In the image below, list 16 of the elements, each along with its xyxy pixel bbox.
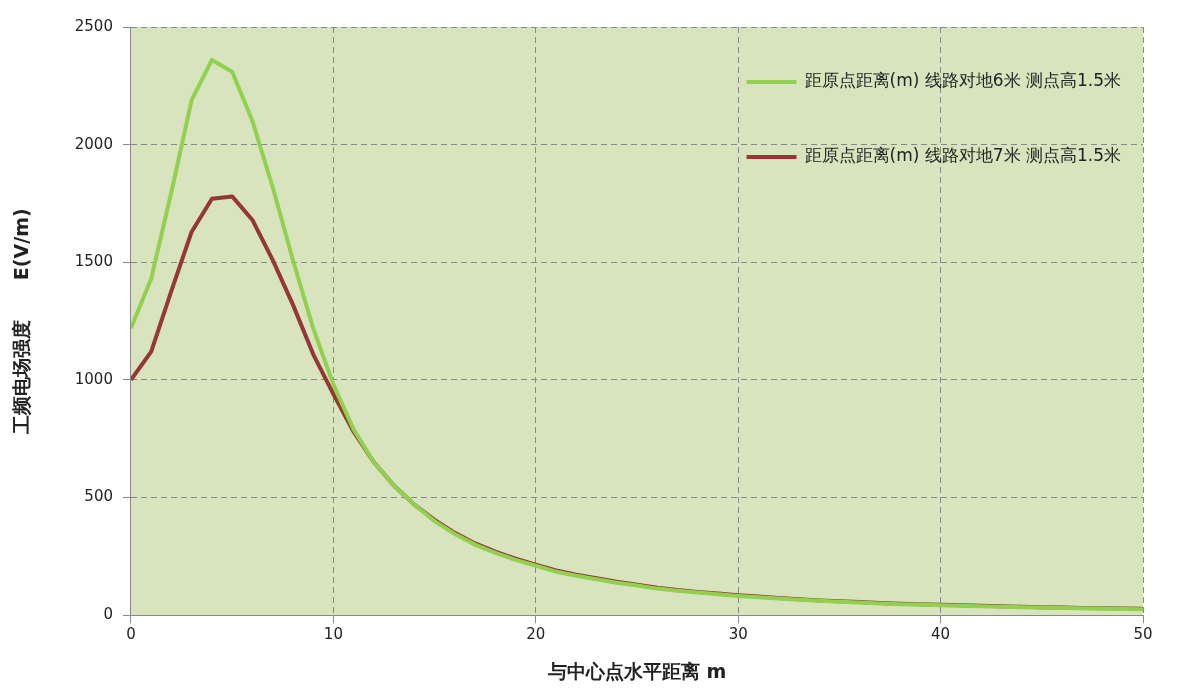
y-tick-label: 1000 <box>74 369 113 388</box>
y-axis-title: 工频电场强度 E(V/m) <box>10 208 33 435</box>
legend-label: 距原点距离(m) 线路对地6米 测点高1.5米 <box>804 70 1121 91</box>
legend-label: 距原点距离(m) 线路对地7米 测点高1.5米 <box>804 145 1121 166</box>
y-tick-label: 500 <box>84 487 113 506</box>
x-tick-label: 30 <box>728 625 748 644</box>
x-tick-label: 0 <box>126 625 136 644</box>
x-tick-label: 50 <box>1133 625 1153 644</box>
x-tick-label: 20 <box>526 625 546 644</box>
x-tick-label: 40 <box>931 625 951 644</box>
y-tick-label: 0 <box>103 605 113 624</box>
y-tick-label: 1500 <box>74 252 113 271</box>
y-tick-label: 2000 <box>74 134 113 153</box>
x-axis-title: 与中心点水平距离 m <box>546 659 727 682</box>
x-tick-label: 10 <box>323 625 343 644</box>
y-tick-label: 2500 <box>74 16 113 35</box>
